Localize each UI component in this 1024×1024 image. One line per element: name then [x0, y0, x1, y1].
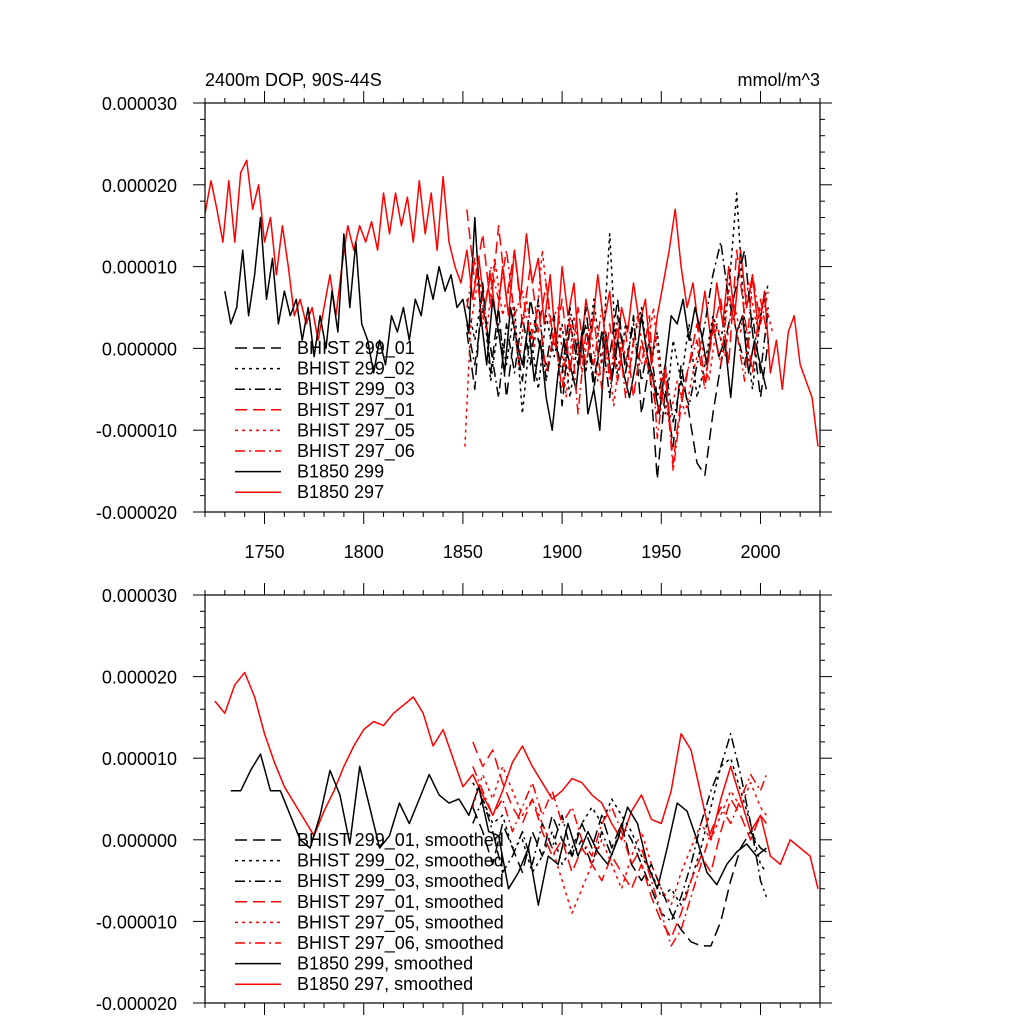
legend-label: BHIST 297_01, smoothed — [297, 892, 504, 913]
x-axis — [204, 583, 821, 1015]
x-tick-label: 1850 — [443, 542, 483, 562]
legend-label: BHIST 297_06 — [297, 441, 415, 462]
series-line-bhist-299-02-smoothed — [472, 757, 768, 906]
y-tick-label: 0.000000 — [102, 831, 177, 851]
series-group — [205, 159, 819, 481]
series-line-bhist-297-01-smoothed — [472, 741, 768, 939]
y-tick-label: 0.000010 — [102, 749, 177, 769]
series-line-bhist-299-03-smoothed — [472, 732, 768, 923]
y-tick-label: 0.000000 — [102, 339, 177, 359]
legend-label: B1850 299 — [297, 462, 384, 482]
units-label: mmol/m^3 — [738, 70, 820, 90]
series-line-bhist-297-06 — [466, 249, 770, 472]
y-tick-label: -0.000020 — [96, 994, 177, 1014]
x-tick-label: 1950 — [641, 542, 681, 562]
legend-label: BHIST 297_06, smoothed — [297, 933, 504, 954]
chart-panel-1: 2400m DOP, 90S-44S mmol/m^3 1750 1800 1850 19… — [96, 70, 832, 562]
chart-panel-2: 0.000030 0.000020 0.000010 0.000000 -0.00001… — [96, 583, 832, 1015]
legend-label: BHIST 297_01 — [297, 400, 415, 421]
legend-label: BHIST 297_05 — [297, 420, 415, 441]
series-line-bhist-299-01-smoothed — [472, 806, 767, 947]
series-line-bhist-297-05 — [464, 249, 774, 447]
y-tick-label: 0.000030 — [102, 94, 177, 114]
x-tick-label: 1750 — [244, 542, 284, 562]
legend-label: B1850 299, smoothed — [297, 954, 473, 974]
y-axis: 0.000030 0.000020 0.000010 0.000000 -0.00001… — [96, 586, 832, 1014]
y-tick-label: -0.000010 — [96, 912, 177, 932]
y-tick-label: 0.000030 — [102, 586, 177, 606]
series-line-bhist-299-01 — [466, 249, 770, 481]
x-axis: 1750 1800 1850 1900 1950 2000 — [204, 91, 821, 562]
series-line-bhist-297-05-smoothed — [472, 765, 768, 914]
legend-label: BHIST 297_05, smoothed — [297, 912, 504, 933]
x-tick-label: 2000 — [740, 542, 780, 562]
series-line-bhist-297-01 — [466, 209, 770, 464]
y-tick-label: 0.000010 — [102, 258, 177, 278]
series-group — [214, 671, 819, 947]
series-line-bhist-299-03 — [466, 241, 770, 423]
y-tick-label: -0.000010 — [96, 421, 177, 441]
series-line-bhist-297-06-smoothed — [472, 766, 768, 947]
legend-label: BHIST 299_01, smoothed — [297, 830, 504, 851]
legend-label: BHIST 299_01 — [297, 338, 415, 359]
plot-frame — [204, 594, 821, 1004]
plot-frame — [204, 102, 821, 513]
legend-label: BHIST 299_02, smoothed — [297, 851, 504, 872]
legend-label: B1850 297 — [297, 482, 384, 502]
y-tick-label: -0.000020 — [96, 503, 177, 523]
y-axis: 0.000030 0.000020 0.000010 0.000000 -0.00001… — [96, 94, 832, 523]
y-tick-label: 0.000020 — [102, 668, 177, 688]
series-line-b1850-299-smoothed — [230, 753, 767, 906]
legend-label: BHIST 299_03, smoothed — [297, 871, 504, 892]
series-line-b1850-299 — [224, 216, 768, 431]
legend-label: B1850 297, smoothed — [297, 974, 473, 994]
chart-title: 2400m DOP, 90S-44S — [205, 70, 382, 90]
y-tick-label: 0.000020 — [102, 176, 177, 196]
x-tick-label: 1800 — [344, 542, 384, 562]
legend-label: BHIST 299_03 — [297, 379, 415, 400]
series-line-b1850-297 — [205, 159, 819, 447]
legend-label: BHIST 299_02 — [297, 359, 415, 380]
x-tick-label: 1900 — [542, 542, 582, 562]
